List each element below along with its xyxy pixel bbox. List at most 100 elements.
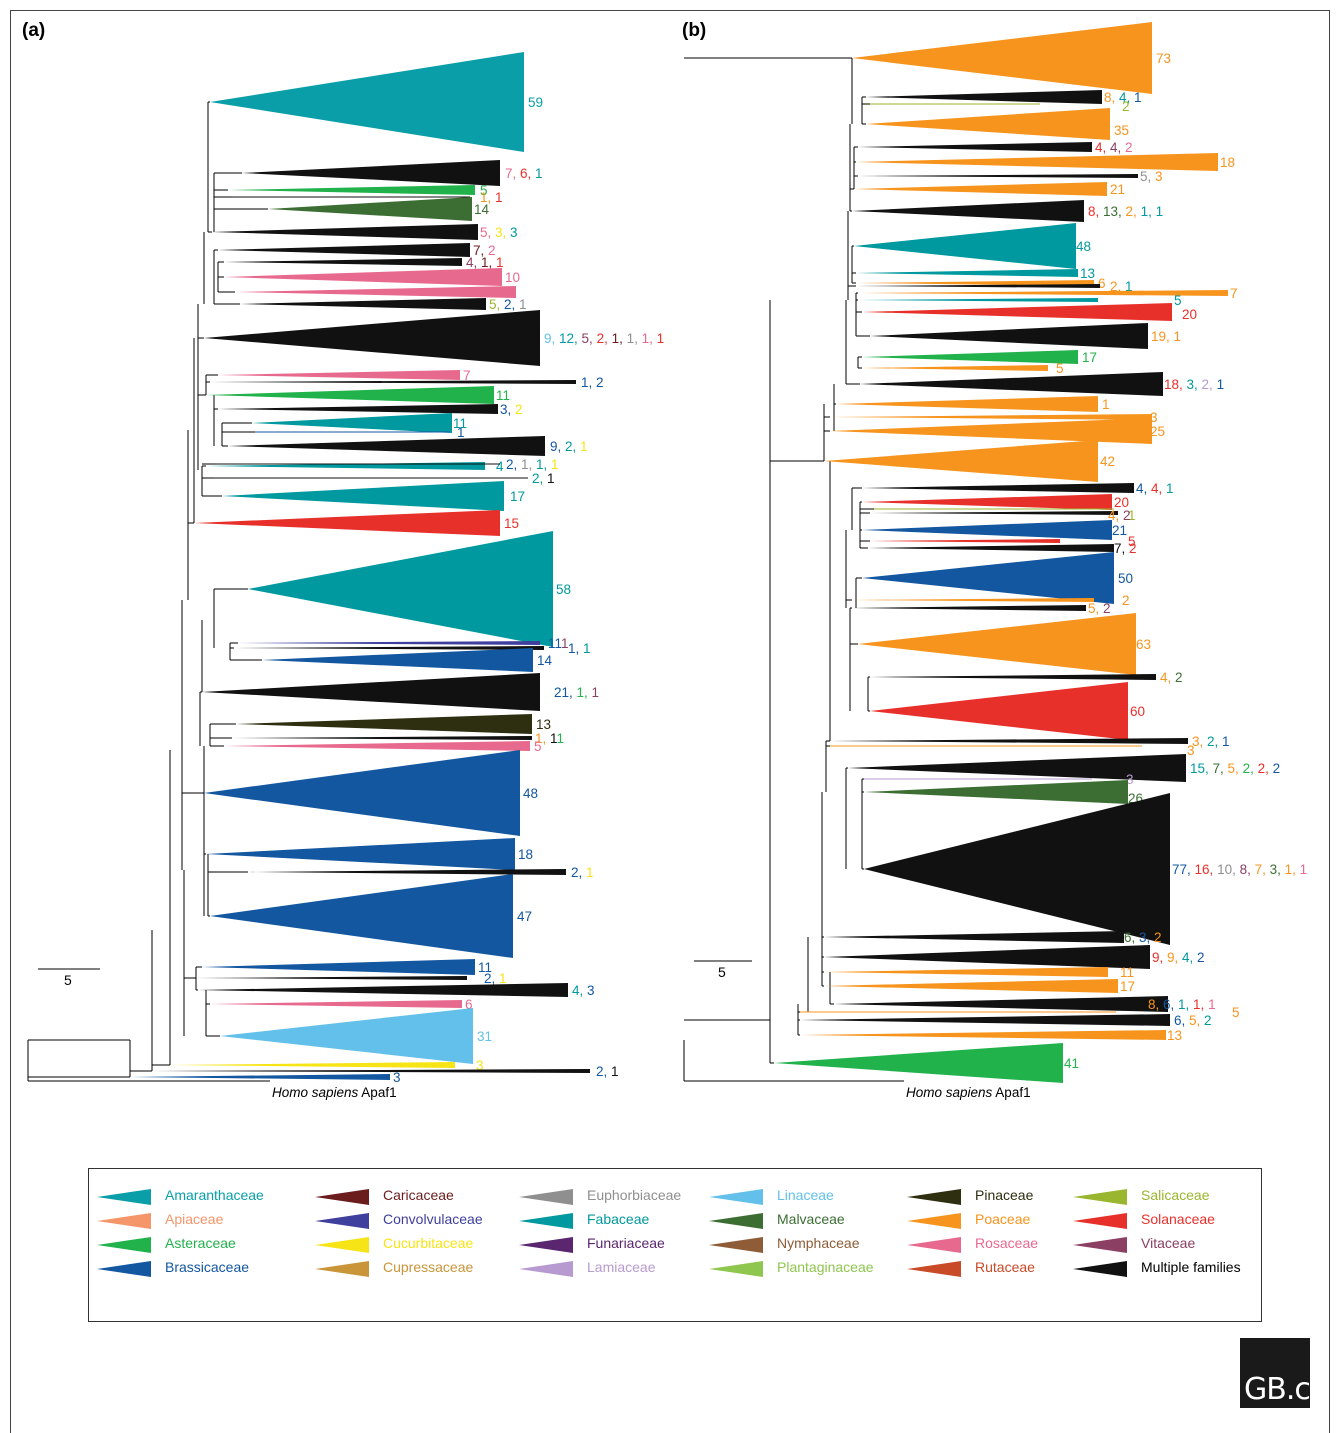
count-part: 1 [611, 1064, 619, 1079]
legend-swatch [315, 1189, 369, 1205]
count-part: 35 [1114, 123, 1129, 138]
clade-triangle [862, 520, 1112, 540]
clade-count-label: 3, 2 [500, 402, 523, 417]
clade-triangle [224, 258, 462, 266]
count-part: 5, [480, 225, 495, 240]
clade-triangle [824, 440, 1098, 482]
count-part: 2, [506, 457, 521, 472]
clade-count-label: 8, 6, 1, 1, 1 [1148, 997, 1216, 1012]
legend-item: Poaceae [907, 1211, 1147, 1231]
count-part: 4 [496, 459, 504, 474]
count-part: 13 [536, 717, 551, 732]
count-part: 18, [1164, 377, 1187, 392]
count-part: 1 [1125, 279, 1133, 294]
legend-swatch [1073, 1261, 1127, 1277]
clade-count-label: 5, 3 [1140, 169, 1163, 184]
clade-count-label: 8, 4, 1 [1104, 90, 1142, 105]
clade-triangle [834, 996, 1168, 1012]
clade-count-label: 4, 2 [1160, 670, 1183, 685]
legend-item: Multiple families [1073, 1259, 1313, 1279]
count-part: 10 [505, 270, 520, 285]
count-part: 2, [504, 297, 519, 312]
clade-count-label: 9, 9, 4, 2 [1152, 950, 1205, 965]
clade-count-label: 2, 1, 1, 1 [506, 457, 559, 472]
count-part: 2, [1110, 279, 1125, 294]
clade-triangle [856, 269, 1078, 277]
legend-label: Linaceae [777, 1187, 834, 1203]
clade-triangle [218, 404, 498, 414]
legend-triangle [1073, 1213, 1127, 1229]
clade-triangle [204, 310, 540, 366]
count-part: 7, [1114, 541, 1129, 556]
count-part: 2 [515, 402, 523, 417]
count-part: 13, [1103, 204, 1126, 219]
legend-triangle [709, 1189, 763, 1205]
clade-count-label: 6 [465, 997, 473, 1012]
count-part: 1 [586, 865, 594, 880]
outgroup-protein: Apaf1 [358, 1085, 396, 1100]
scale-bar-label: 5 [64, 972, 72, 988]
count-part: 6, [1124, 930, 1139, 945]
count-part: 25 [1150, 424, 1165, 439]
legend-swatch [519, 1237, 573, 1253]
clade-triangle [228, 185, 475, 195]
legend-label: Caricaceae [383, 1187, 454, 1203]
legend-triangle [519, 1261, 573, 1277]
outgroup-species: Homo sapiens [272, 1085, 359, 1100]
legend-item: Rutaceae [907, 1259, 1147, 1279]
clade-count-label: 5 [1174, 293, 1182, 308]
legend-label: Cupressaceae [383, 1259, 474, 1275]
legend-swatch [97, 1237, 151, 1253]
legend-swatch [1073, 1213, 1127, 1229]
legend-item: Lamiaceae [519, 1259, 759, 1279]
legend-triangle [907, 1189, 961, 1205]
clade-triangle [224, 741, 530, 751]
count-part: 1 [580, 439, 588, 454]
count-part: 16, [1195, 862, 1218, 877]
legend-label: Fabaceae [587, 1211, 650, 1227]
legend-item: Nymphaceae [709, 1235, 949, 1255]
count-part: 77, [1172, 862, 1195, 877]
count-part: 2, [532, 471, 547, 486]
clade-triangle [830, 418, 1152, 444]
clade-count-label: 20 [1182, 307, 1197, 322]
count-part: 7, [1255, 862, 1270, 877]
count-part: 5 [1174, 293, 1182, 308]
legend-swatch [907, 1189, 961, 1205]
legend-label: Solanaceae [1141, 1211, 1215, 1227]
clade-count-label: 7, 6, 1 [505, 166, 543, 181]
legend-item: Euphorbiaceae [519, 1187, 759, 1207]
clade-triangle [218, 370, 460, 380]
count-part: 9, [1152, 950, 1167, 965]
clade-triangle [238, 641, 540, 645]
count-part: 1 [1222, 734, 1230, 749]
clade-triangle [862, 483, 1134, 493]
clade-triangle [236, 714, 532, 734]
legend-swatch [519, 1189, 573, 1205]
legend-item: Amaranthaceae [97, 1187, 337, 1207]
count-part: 4, [1095, 140, 1110, 155]
count-part: 7 [463, 368, 471, 383]
legend-swatch [97, 1213, 151, 1229]
legend-item: Asteraceae [97, 1235, 337, 1255]
clade-count-label: 1, 11 [535, 731, 564, 746]
clade-triangle [862, 552, 1114, 604]
count-part: 2, [1243, 761, 1258, 776]
legend-swatch [907, 1213, 961, 1229]
clade-triangle [866, 108, 1110, 140]
clade-triangle [204, 750, 520, 836]
outgroup-label: Homo sapiens Apaf1 [272, 1085, 397, 1100]
legend-swatch [315, 1237, 369, 1253]
clade-triangle [868, 544, 1114, 552]
legend-triangle [315, 1261, 369, 1277]
clade-triangle [130, 1074, 390, 1080]
clade-count-label: 1 [1102, 397, 1110, 412]
clade-triangle [152, 1069, 590, 1073]
count-part: 1 [557, 731, 565, 746]
count-part: 3 [510, 225, 518, 240]
count-part: 2, [1258, 761, 1273, 776]
clade-count-label: 1 [1128, 508, 1136, 523]
clade-count-label: 7, 2 [1114, 541, 1137, 556]
clade-count-label: 73 [1156, 51, 1171, 66]
count-part: 13 [1167, 1028, 1182, 1043]
